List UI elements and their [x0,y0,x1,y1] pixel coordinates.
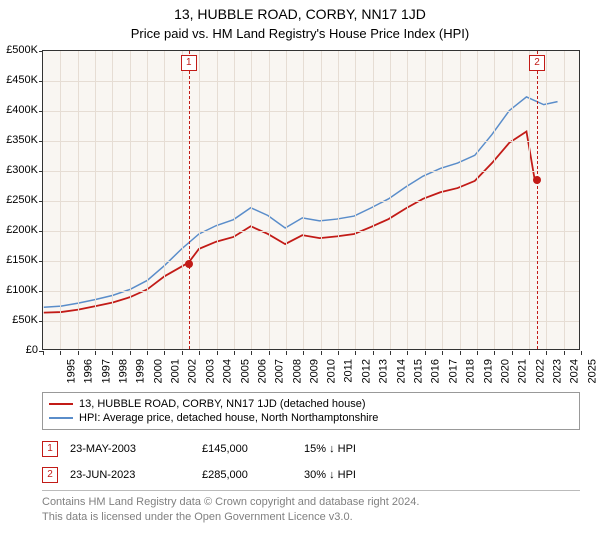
series-line [44,131,535,312]
x-tick-label: 2015 [413,359,425,383]
marker-point [533,176,541,184]
y-tick-label: £250K [0,194,38,206]
x-tick-label: 2005 [239,359,251,383]
transaction-row: 1 23-MAY-2003 £145,000 15% ↓ HPI [42,436,580,462]
x-tick-label: 2010 [326,359,338,383]
y-tick-label: £150K [0,254,38,266]
marker-badge: 2 [529,55,545,71]
x-tick-label: 2012 [361,359,373,383]
x-tick-label: 2021 [517,359,529,383]
x-tick-label: 2011 [342,359,354,383]
page-subtitle: Price paid vs. HM Land Registry's House … [0,22,600,41]
x-tick-label: 2019 [482,359,494,383]
x-tick-label: 1997 [100,359,112,383]
x-tick-label: 2016 [430,359,442,383]
x-tick-label: 2009 [308,359,320,383]
y-tick-label: £350K [0,134,38,146]
x-tick-label: 2017 [447,359,459,383]
marker-vline [537,51,538,349]
footer-line: This data is licensed under the Open Gov… [42,510,580,525]
x-tick-label: 1996 [83,359,95,383]
y-tick-label: £100K [0,284,38,296]
page-title: 13, HUBBLE ROAD, CORBY, NN17 1JD [0,0,600,22]
transaction-row: 2 23-JUN-2023 £285,000 30% ↓ HPI [42,462,580,488]
marker-point [185,260,193,268]
footer-attribution: Contains HM Land Registry data © Crown c… [42,490,580,525]
x-tick-label: 1995 [65,359,77,383]
legend-label: HPI: Average price, detached house, Nort… [79,412,378,424]
chart-area: £0£50K£100K£150K£200K£250K£300K£350K£400… [42,50,580,380]
y-tick-label: £300K [0,164,38,176]
transaction-date: 23-JUN-2023 [70,469,190,481]
x-tick-label: 2000 [152,359,164,383]
footer-line: Contains HM Land Registry data © Crown c… [42,495,580,510]
series-line [44,97,558,307]
legend-label: 13, HUBBLE ROAD, CORBY, NN17 1JD (detach… [79,398,366,410]
legend-box: 13, HUBBLE ROAD, CORBY, NN17 1JD (detach… [42,392,580,430]
legend-item: 13, HUBBLE ROAD, CORBY, NN17 1JD (detach… [49,397,573,411]
y-tick-label: £400K [0,104,38,116]
transaction-price: £285,000 [202,469,292,481]
legend-swatch [49,403,73,405]
x-tick-label: 2007 [274,359,286,383]
legend-item: HPI: Average price, detached house, Nort… [49,411,573,425]
x-tick-label: 2020 [499,359,511,383]
x-tick-label: 2014 [395,359,407,383]
x-tick-label: 2018 [465,359,477,383]
x-tick-label: 1999 [135,359,147,383]
transaction-date: 23-MAY-2003 [70,443,190,455]
x-tick-label: 2024 [569,359,581,383]
y-tick-label: £0 [0,344,38,356]
transaction-list: 1 23-MAY-2003 £145,000 15% ↓ HPI 2 23-JU… [42,436,580,488]
x-tick-label: 2023 [551,359,563,383]
y-tick-label: £200K [0,224,38,236]
x-tick-label: 2001 [170,359,182,383]
legend-swatch [49,417,73,419]
chart-container: 13, HUBBLE ROAD, CORBY, NN17 1JD Price p… [0,0,600,560]
x-tick-label: 2008 [291,359,303,383]
transaction-marker-badge: 1 [42,441,58,457]
x-tick-label: 2004 [222,359,234,383]
transaction-hpi-delta: 30% ↓ HPI [304,469,414,481]
x-tick-label: 2025 [586,359,598,383]
line-series-svg [43,51,579,349]
x-tick-label: 2003 [204,359,216,383]
plot-area: 1995199619971998199920002001200220032004… [42,50,580,350]
transaction-hpi-delta: 15% ↓ HPI [304,443,414,455]
x-tick-label: 2006 [256,359,268,383]
transaction-price: £145,000 [202,443,292,455]
y-tick-label: £50K [0,314,38,326]
x-tick-label: 2002 [187,359,199,383]
marker-vline [189,51,190,349]
marker-badge: 1 [181,55,197,71]
x-tick-label: 1998 [118,359,130,383]
x-tick-label: 2013 [378,359,390,383]
transaction-marker-badge: 2 [42,467,58,483]
y-tick-label: £500K [0,44,38,56]
y-tick-label: £450K [0,74,38,86]
x-tick-label: 2022 [534,359,546,383]
